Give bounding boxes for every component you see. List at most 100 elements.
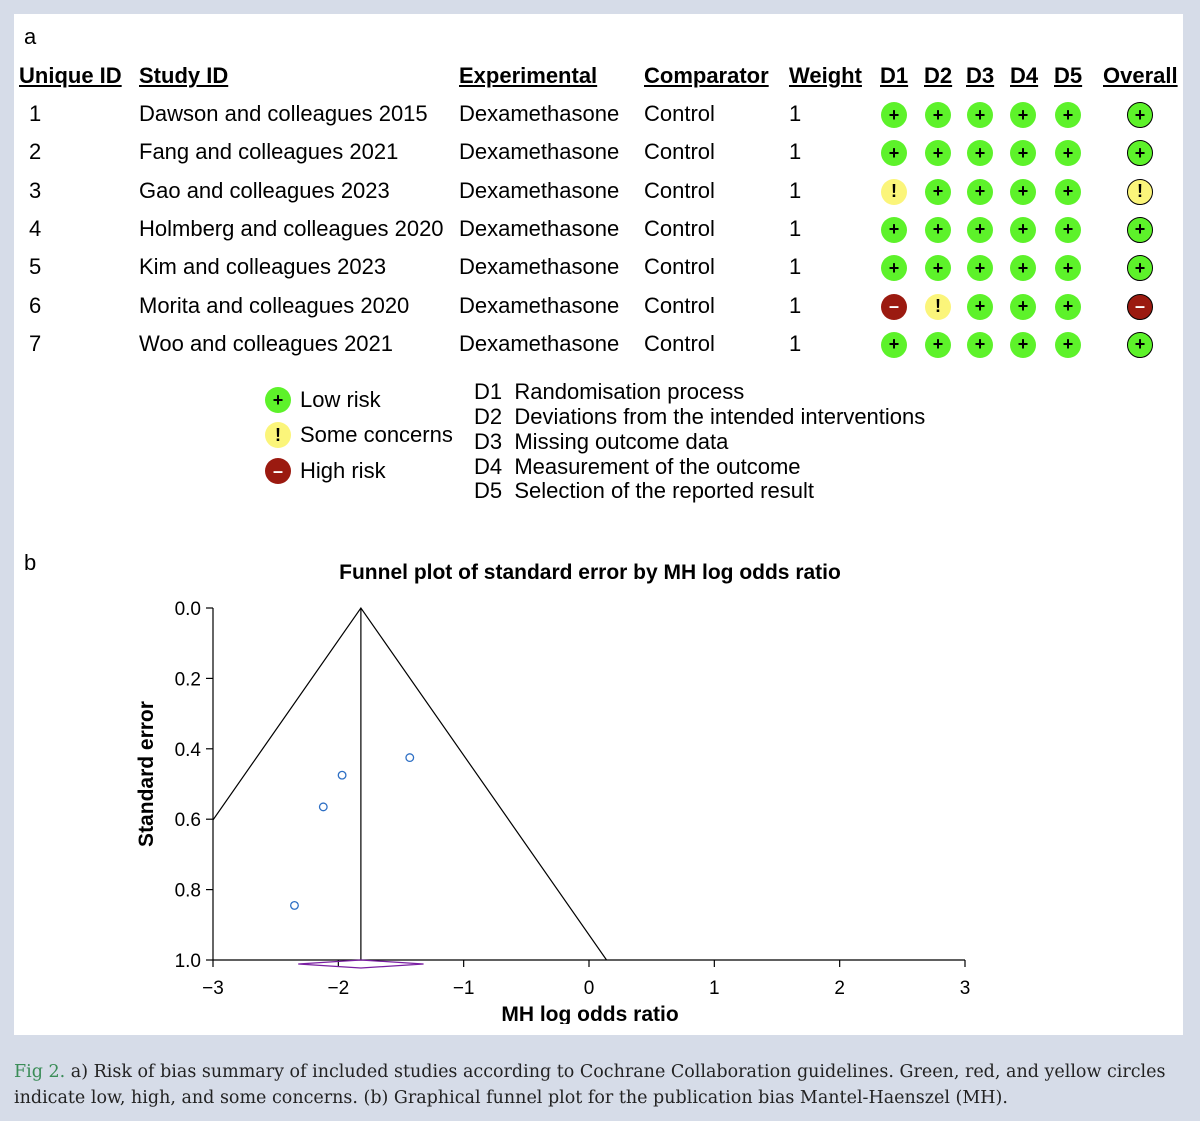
header-unique-id: Unique ID <box>19 63 122 88</box>
domain-4-judgement-icon: + <box>1010 102 1036 128</box>
summary-diamond <box>298 959 424 969</box>
y-tick-label: 0.0 <box>175 599 201 620</box>
weight-cell: 1 <box>789 292 802 318</box>
figure-panel: a Unique ID Study ID Experimental Compar… <box>14 14 1183 1035</box>
experimental-cell: Dexamethasone <box>459 292 620 318</box>
domain-2-judgement-icon: + <box>925 178 951 205</box>
overall-judgement-icon: – <box>1127 293 1153 320</box>
x-tick-label: −1 <box>453 978 475 999</box>
panel-a-label: a <box>24 24 37 49</box>
experimental-cell: Dexamethasone <box>459 215 620 241</box>
plot-area: 0.0 0.2 0.4 0.6 0.8 1.0−3 −2 −1 0 1 2 3 <box>175 599 971 999</box>
chart-title: Funnel plot of standard error by MH log … <box>339 561 841 584</box>
legend-some-concerns-label: Some concerns <box>300 422 453 447</box>
weight-cell: 1 <box>789 215 802 241</box>
domain-legend-d2: D2 Deviations from the intended interven… <box>474 404 925 430</box>
domain-legend-d4: D4 Measurement of the outcome <box>474 454 801 480</box>
domain-legend-d3: D3 Missing outcome data <box>474 429 728 455</box>
experimental-cell: Dexamethasone <box>459 254 620 280</box>
study-id-cell: Woo and colleagues 2021 <box>139 330 394 356</box>
domain-4-judgement-icon: + <box>1010 331 1036 358</box>
comparator-cell: Control <box>644 292 715 318</box>
domain-3-judgement-icon: + <box>967 178 993 205</box>
domain-label: Measurement of the outcome <box>514 454 801 479</box>
overall-judgement-icon: + <box>1127 331 1153 358</box>
legend-low-risk-label: Low risk <box>300 387 381 412</box>
study-id-cell: Kim and colleagues 2023 <box>139 254 387 280</box>
y-tick-label: 0.8 <box>175 881 201 902</box>
domain-3-judgement-icon: + <box>967 216 993 243</box>
study-id-cell: Morita and colleagues 2020 <box>139 292 410 318</box>
study-id-cell: Dawson and colleagues 2015 <box>139 101 428 126</box>
domain-4-judgement-icon: + <box>1010 140 1036 167</box>
domain-legend-d5: D5 Selection of the reported result <box>474 478 814 504</box>
domain-1-judgement-icon: + <box>881 216 907 243</box>
weight-cell: 1 <box>789 254 802 280</box>
unique-id-cell: 1 <box>29 101 42 126</box>
x-tick-label: 2 <box>834 978 845 999</box>
y-tick-label: 0.6 <box>175 810 201 831</box>
domain-3-judgement-icon: + <box>967 331 993 358</box>
domain-1-judgement-icon: + <box>881 102 907 128</box>
domain-2-judgement-icon: + <box>925 102 951 128</box>
legend-high-risk-icon: – <box>265 458 291 484</box>
domain-code: D5 <box>474 478 503 503</box>
y-tick-label: 0.2 <box>175 669 201 690</box>
domain-3-judgement-icon: + <box>967 293 993 320</box>
domain-2-judgement-icon: + <box>925 255 951 282</box>
study-point <box>290 900 299 910</box>
study-id-cell: Gao and colleagues 2023 <box>139 177 390 203</box>
comparator-cell: Control <box>644 101 715 126</box>
domain-4-judgement-icon: + <box>1010 255 1036 282</box>
domain-code: D1 <box>474 379 503 404</box>
overall-judgement-icon: + <box>1127 255 1153 282</box>
header-d4: D4 <box>1010 63 1039 88</box>
domain-code: D2 <box>474 404 503 429</box>
study-point <box>318 802 328 812</box>
panel-b-label: b <box>24 550 37 575</box>
domain-1-judgement-icon: + <box>881 255 907 282</box>
domain-5-judgement-icon: + <box>1055 178 1081 205</box>
domain-4-judgement-icon: + <box>1010 178 1036 205</box>
domain-2-judgement-icon: + <box>925 140 951 167</box>
study-id-cell: Holmberg and colleagues 2020 <box>139 215 444 241</box>
figure-caption: Fig 2. a) Risk of bias summary of includ… <box>14 1059 1189 1111</box>
domain-3-judgement-icon: + <box>967 102 993 128</box>
comparator-cell: Control <box>644 177 715 203</box>
header-d5: D5 <box>1054 63 1083 88</box>
domain-legend-d1: D1 Randomisation process <box>474 379 745 405</box>
legend-high-risk-label: High risk <box>300 458 386 483</box>
weight-cell: 1 <box>789 101 802 126</box>
experimental-cell: Dexamethasone <box>459 139 620 165</box>
domain-5-judgement-icon: + <box>1055 331 1081 358</box>
caption-text: a) Risk of bias summary of included stud… <box>14 1062 1166 1108</box>
comparator-cell: Control <box>644 215 715 241</box>
domain-label: Randomisation process <box>514 379 745 404</box>
experimental-cell: Dexamethasone <box>459 101 620 126</box>
domain-code: D4 <box>474 454 503 479</box>
risk-of-bias-table: Unique ID Study ID Experimental Comparat… <box>14 14 1183 374</box>
x-tick-label: 3 <box>960 978 971 999</box>
header-weight: Weight <box>789 63 862 88</box>
domain-1-judgement-icon: + <box>881 140 907 167</box>
unique-id-cell: 3 <box>29 177 42 203</box>
overall-judgement-icon: + <box>1127 216 1153 243</box>
weight-cell: 1 <box>789 177 802 203</box>
domain-1-judgement-icon: ! <box>881 178 907 205</box>
unique-id-cell: 4 <box>29 215 42 241</box>
domain-5-judgement-icon: + <box>1055 140 1081 167</box>
unique-id-cell: 7 <box>29 330 42 356</box>
domain-4-judgement-icon: + <box>1010 216 1036 243</box>
unique-id-cell: 2 <box>29 139 42 165</box>
y-tick-label: 0.4 <box>175 740 202 761</box>
domain-5-judgement-icon: + <box>1055 102 1081 128</box>
weight-cell: 1 <box>789 330 802 356</box>
domain-code: D3 <box>474 429 503 454</box>
domain-3-judgement-icon: + <box>967 255 993 282</box>
legend-low-risk-icon: + <box>265 387 291 413</box>
funnel-plot: Funnel plot of standard error by MH log … <box>135 561 971 1024</box>
unique-id-cell: 5 <box>29 254 42 280</box>
figure-number: Fig 2. <box>14 1062 66 1082</box>
domain-4-judgement-icon: + <box>1010 293 1036 320</box>
comparator-cell: Control <box>644 254 715 280</box>
